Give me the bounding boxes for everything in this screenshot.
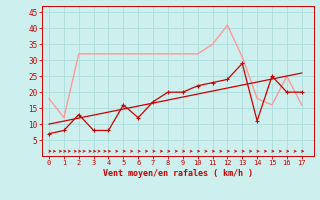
X-axis label: Vent moyen/en rafales ( km/h ): Vent moyen/en rafales ( km/h ) <box>103 169 252 178</box>
